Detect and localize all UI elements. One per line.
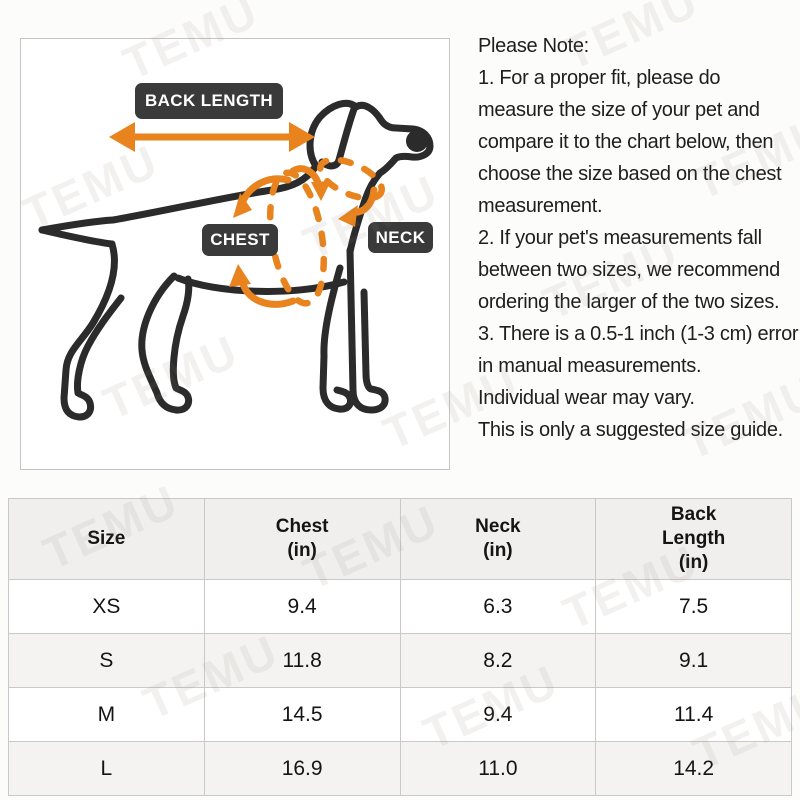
note-line: 3. There is a 0.5-1 inch (1-3 cm) error … [478, 323, 799, 377]
back-length-cell: 11.4 [595, 687, 792, 742]
size-table: Size Chest (in) Neck (in) Back Length (i… [8, 498, 792, 796]
neck-cell: 11.0 [399, 741, 597, 796]
size-cell: XS [8, 579, 205, 634]
chest-cell: 11.8 [203, 633, 401, 688]
note-line: 2. If your pet's measurements fall betwe… [478, 227, 780, 313]
back-length-tag: BACK LENGTH [135, 83, 283, 119]
note-line: Individual wear may vary. [478, 387, 695, 409]
header-back-length: Back Length (in) [595, 498, 792, 580]
neck-cell: 6.3 [399, 579, 597, 634]
chest-tag: CHEST [202, 224, 278, 256]
neck-cell: 9.4 [399, 687, 597, 742]
neck-cell: 8.2 [399, 633, 597, 688]
size-cell: L [8, 741, 205, 796]
table-row: XS 9.4 6.3 7.5 [8, 579, 792, 634]
table-row: S 11.8 8.2 9.1 [8, 633, 792, 688]
chest-cell: 9.4 [203, 579, 401, 634]
chest-cell: 16.9 [203, 741, 401, 796]
size-cell: S [8, 633, 205, 688]
back-length-cell: 9.1 [595, 633, 792, 688]
table-row: M 14.5 9.4 11.4 [8, 687, 792, 742]
please-note-text-block: Please Note: 1. For a proper fit, please… [478, 30, 800, 446]
note-line: 1. For a proper fit, please do measure t… [478, 67, 782, 217]
size-cell: M [8, 687, 205, 742]
table-row: L 16.9 11.0 14.2 [8, 741, 792, 796]
header-neck: Neck (in) [399, 498, 597, 580]
header-size: Size [8, 498, 205, 580]
header-chest: Chest (in) [203, 498, 401, 580]
note-line: This is only a suggested size guide. [478, 419, 783, 441]
notes-title: Please Note: [478, 35, 589, 57]
back-length-cell: 7.5 [595, 579, 792, 634]
size-table-header-row: Size Chest (in) Neck (in) Back Length (i… [8, 498, 792, 580]
chest-cell: 14.5 [203, 687, 401, 742]
back-length-cell: 14.2 [595, 741, 792, 796]
neck-tag: NECK [368, 222, 433, 253]
